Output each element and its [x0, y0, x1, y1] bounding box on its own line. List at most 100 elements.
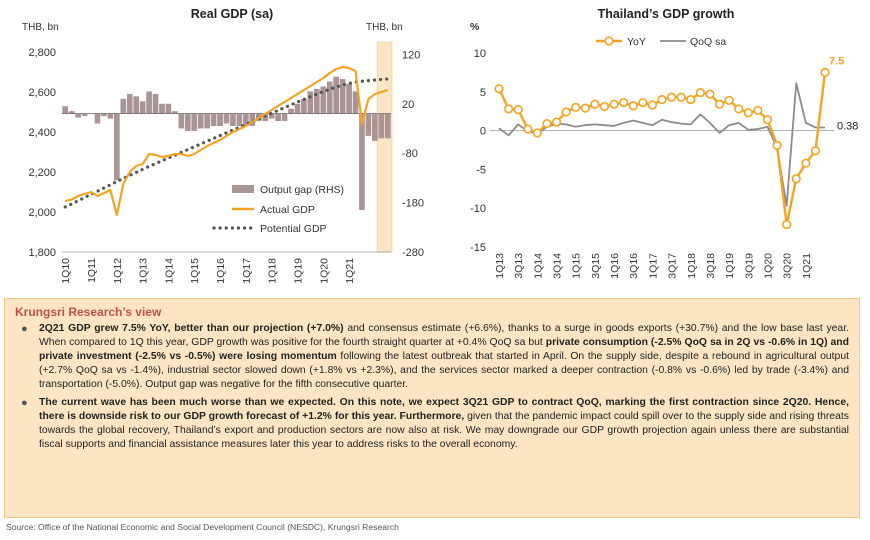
- chart1-ytick-right: -280: [402, 247, 424, 259]
- yoy-point: [686, 94, 696, 105]
- output-gap-bar: [126, 93, 133, 114]
- yoy-point: [590, 99, 600, 109]
- yoy-last-value-label: 7.5: [829, 55, 844, 67]
- chart2-xtick: 1Q17: [647, 253, 659, 279]
- output-gap-bar: [378, 113, 385, 139]
- output-gap-bar: [114, 113, 120, 181]
- output-gap-bar: [301, 98, 307, 114]
- chart1-ylabel-left: THB, bn: [22, 22, 59, 33]
- yoy-point: [714, 99, 725, 109]
- chart1-xtick: 1Q18: [267, 258, 279, 284]
- yoy-point: [782, 219, 792, 230]
- bullet-text: 2Q21 GDP grew 7.5% YoY, better than our …: [39, 323, 344, 334]
- chart2-xtick: 1Q21: [801, 253, 813, 279]
- output-gap-bar: [191, 113, 198, 131]
- legend-output-gap-swatch: [232, 185, 254, 193]
- qoq-last-value-label: 0.38: [837, 120, 858, 132]
- output-gap-bar: [223, 113, 230, 124]
- chart2-xtick: 1Q19: [724, 253, 736, 279]
- yoy-point: [743, 108, 753, 118]
- yoy-point: [647, 100, 658, 110]
- chart1-xtick: 1Q17: [241, 258, 253, 284]
- chart1-title: Real GDP (sa): [191, 7, 273, 21]
- chart2-ytick: -5: [476, 164, 486, 176]
- legend-output-gap-label: Output gap (RHS): [260, 184, 344, 196]
- output-gap-bar: [307, 91, 314, 114]
- output-gap-bar: [372, 113, 378, 141]
- yoy-point: [753, 105, 763, 116]
- yoy-point: [571, 102, 581, 112]
- output-gap-bar: [384, 113, 391, 139]
- output-gap-bar: [294, 103, 301, 114]
- chart1-ytick-left: 2,200: [28, 167, 56, 179]
- chart2-xtick: 3Q16: [628, 253, 640, 279]
- chart2-ytick: -10: [470, 203, 486, 215]
- bullet-dot-icon: ●: [21, 397, 28, 409]
- output-gap-bar: [249, 113, 256, 126]
- yoy-point: [705, 89, 715, 99]
- legend-potential-gdp-label: Potential GDP: [260, 223, 327, 235]
- chart2-xtick: 3Q15: [590, 253, 602, 279]
- output-gap-bar: [101, 113, 107, 117]
- yoy-point: [561, 107, 571, 117]
- chart1-xtick: 1Q11: [86, 258, 98, 283]
- yoy-point: [791, 174, 801, 184]
- chart2-xtick: 3Q14: [552, 253, 564, 279]
- bullet-dot-icon: ●: [21, 323, 28, 335]
- yoy-point: [628, 101, 638, 111]
- output-gap-bar: [133, 96, 140, 114]
- output-gap-bar: [159, 103, 165, 114]
- legend-qoq-label: QoQ sa: [690, 36, 726, 48]
- output-gap-bar: [94, 113, 101, 124]
- output-gap-bar: [243, 113, 249, 126]
- yoy-point: [542, 119, 552, 129]
- chart2-xtick: 1Q20: [762, 253, 774, 279]
- output-gap-bar: [152, 93, 159, 114]
- view-bullet: ● 2Q21 GDP grew 7.5% YoY, better than our…: [15, 322, 849, 392]
- chart1-xtick: 1Q13: [138, 258, 150, 284]
- chart2-xtick: 1Q14: [532, 253, 544, 279]
- chart1-ytick-left: 1,800: [28, 247, 56, 259]
- output-gap-bar: [204, 113, 210, 129]
- yoy-point: [580, 103, 590, 113]
- chart1-ylabel-right: THB, bn: [366, 22, 403, 33]
- chart1-xtick: 1Q19: [292, 258, 304, 284]
- output-gap-bar: [120, 98, 127, 114]
- chart2-xtick: 3Q13: [513, 253, 525, 279]
- chart1-ytick-right: 20: [402, 99, 414, 111]
- yoy-point: [676, 92, 686, 102]
- output-gap-bar: [62, 106, 69, 114]
- yoy-point: [762, 115, 773, 125]
- output-gap-bar: [359, 113, 365, 210]
- chart2-xtick: 1Q15: [571, 253, 583, 279]
- chart1-xtick: 1Q21: [344, 258, 356, 284]
- bullet-text: The current wave has been much worse tha…: [39, 397, 849, 422]
- bullet-text: given that the pandemic impact could spi…: [39, 411, 849, 450]
- chart1-ytick-left: 2,000: [28, 207, 56, 219]
- potential-gdp-line: [63, 77, 390, 209]
- yoy-point: [523, 124, 533, 134]
- legend-yoy-marker: [604, 36, 614, 46]
- legend-yoy-label: YoY: [627, 36, 646, 48]
- legend-actual-gdp-label: Actual GDP: [260, 204, 315, 216]
- output-gap-bar: [288, 108, 294, 114]
- output-gap-bar: [210, 113, 217, 126]
- chart2-ytick: 0: [480, 126, 486, 138]
- yoy-point: [513, 105, 523, 115]
- yoy-point: [666, 92, 677, 102]
- yoy-point: [503, 104, 514, 114]
- bullet-text: and consensus estimate (+6.6%), thanks t…: [39, 323, 849, 348]
- output-gap-bar: [81, 113, 88, 117]
- yoy-point: [609, 99, 619, 109]
- chart1-ytick-left: 2,800: [28, 47, 56, 59]
- view-title: Krungsri Research’s view: [15, 305, 162, 319]
- yoy-point: [494, 84, 504, 94]
- chart1-ytick-right: -80: [402, 148, 418, 160]
- output-gap-bar: [236, 113, 243, 126]
- yoy-point: [734, 104, 744, 114]
- bullet-text: private consumption (-2.5% QoQ sa in 2Q …: [39, 337, 849, 362]
- yoy-point: [724, 95, 734, 105]
- chart1-xtick: 1Q16: [215, 258, 227, 284]
- chart1-xtick: 1Q15: [189, 258, 201, 284]
- source-note: Source: Office of the National Economic …: [6, 522, 399, 532]
